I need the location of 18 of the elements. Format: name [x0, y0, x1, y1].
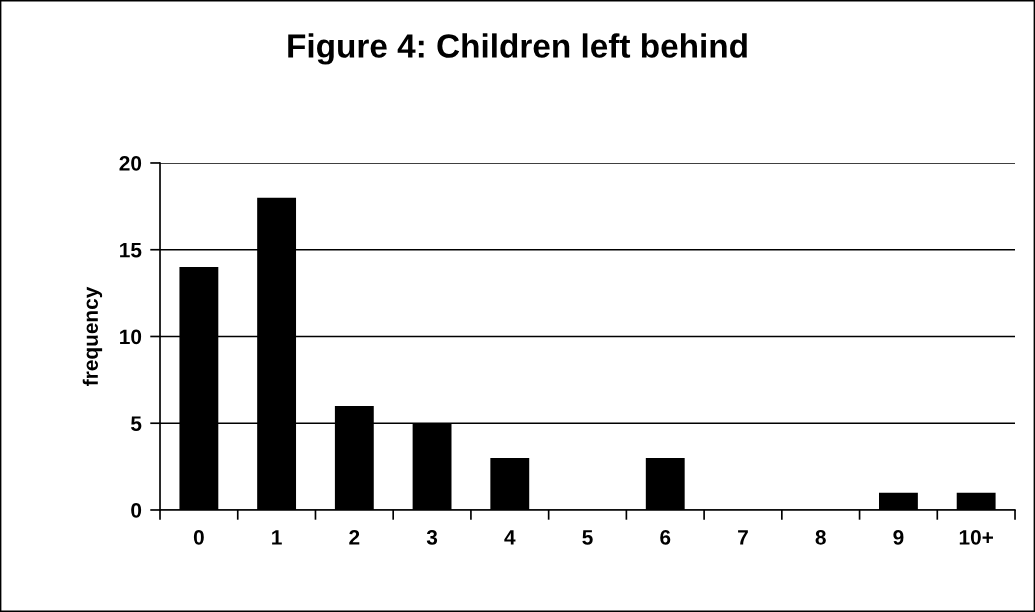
x-tick-label: 9	[893, 529, 904, 545]
y-tick-label: 5	[131, 416, 142, 431]
x-tick-label: 1	[272, 530, 282, 545]
x-tick-label: 5	[582, 530, 593, 545]
y-tick-label: 20	[119, 155, 142, 171]
x-tick-label: 4	[504, 530, 516, 545]
x-tick-label: 7	[738, 530, 748, 545]
x-tick-label: 0	[193, 529, 204, 545]
chart-title: Figure 4: Children left behind	[288, 33, 747, 65]
y-tick-label: 10	[120, 329, 142, 345]
x-tick-label: 10+	[959, 529, 993, 545]
y-tick-label: 15	[120, 242, 142, 258]
x-tick-label: 2	[349, 529, 360, 545]
y-tick-label: 0	[131, 502, 142, 518]
y-axis-title: frequency	[82, 286, 103, 386]
x-tick-label: 8	[815, 529, 826, 545]
x-tick-label: 6	[660, 529, 671, 545]
x-tick-label: 3	[426, 529, 438, 545]
